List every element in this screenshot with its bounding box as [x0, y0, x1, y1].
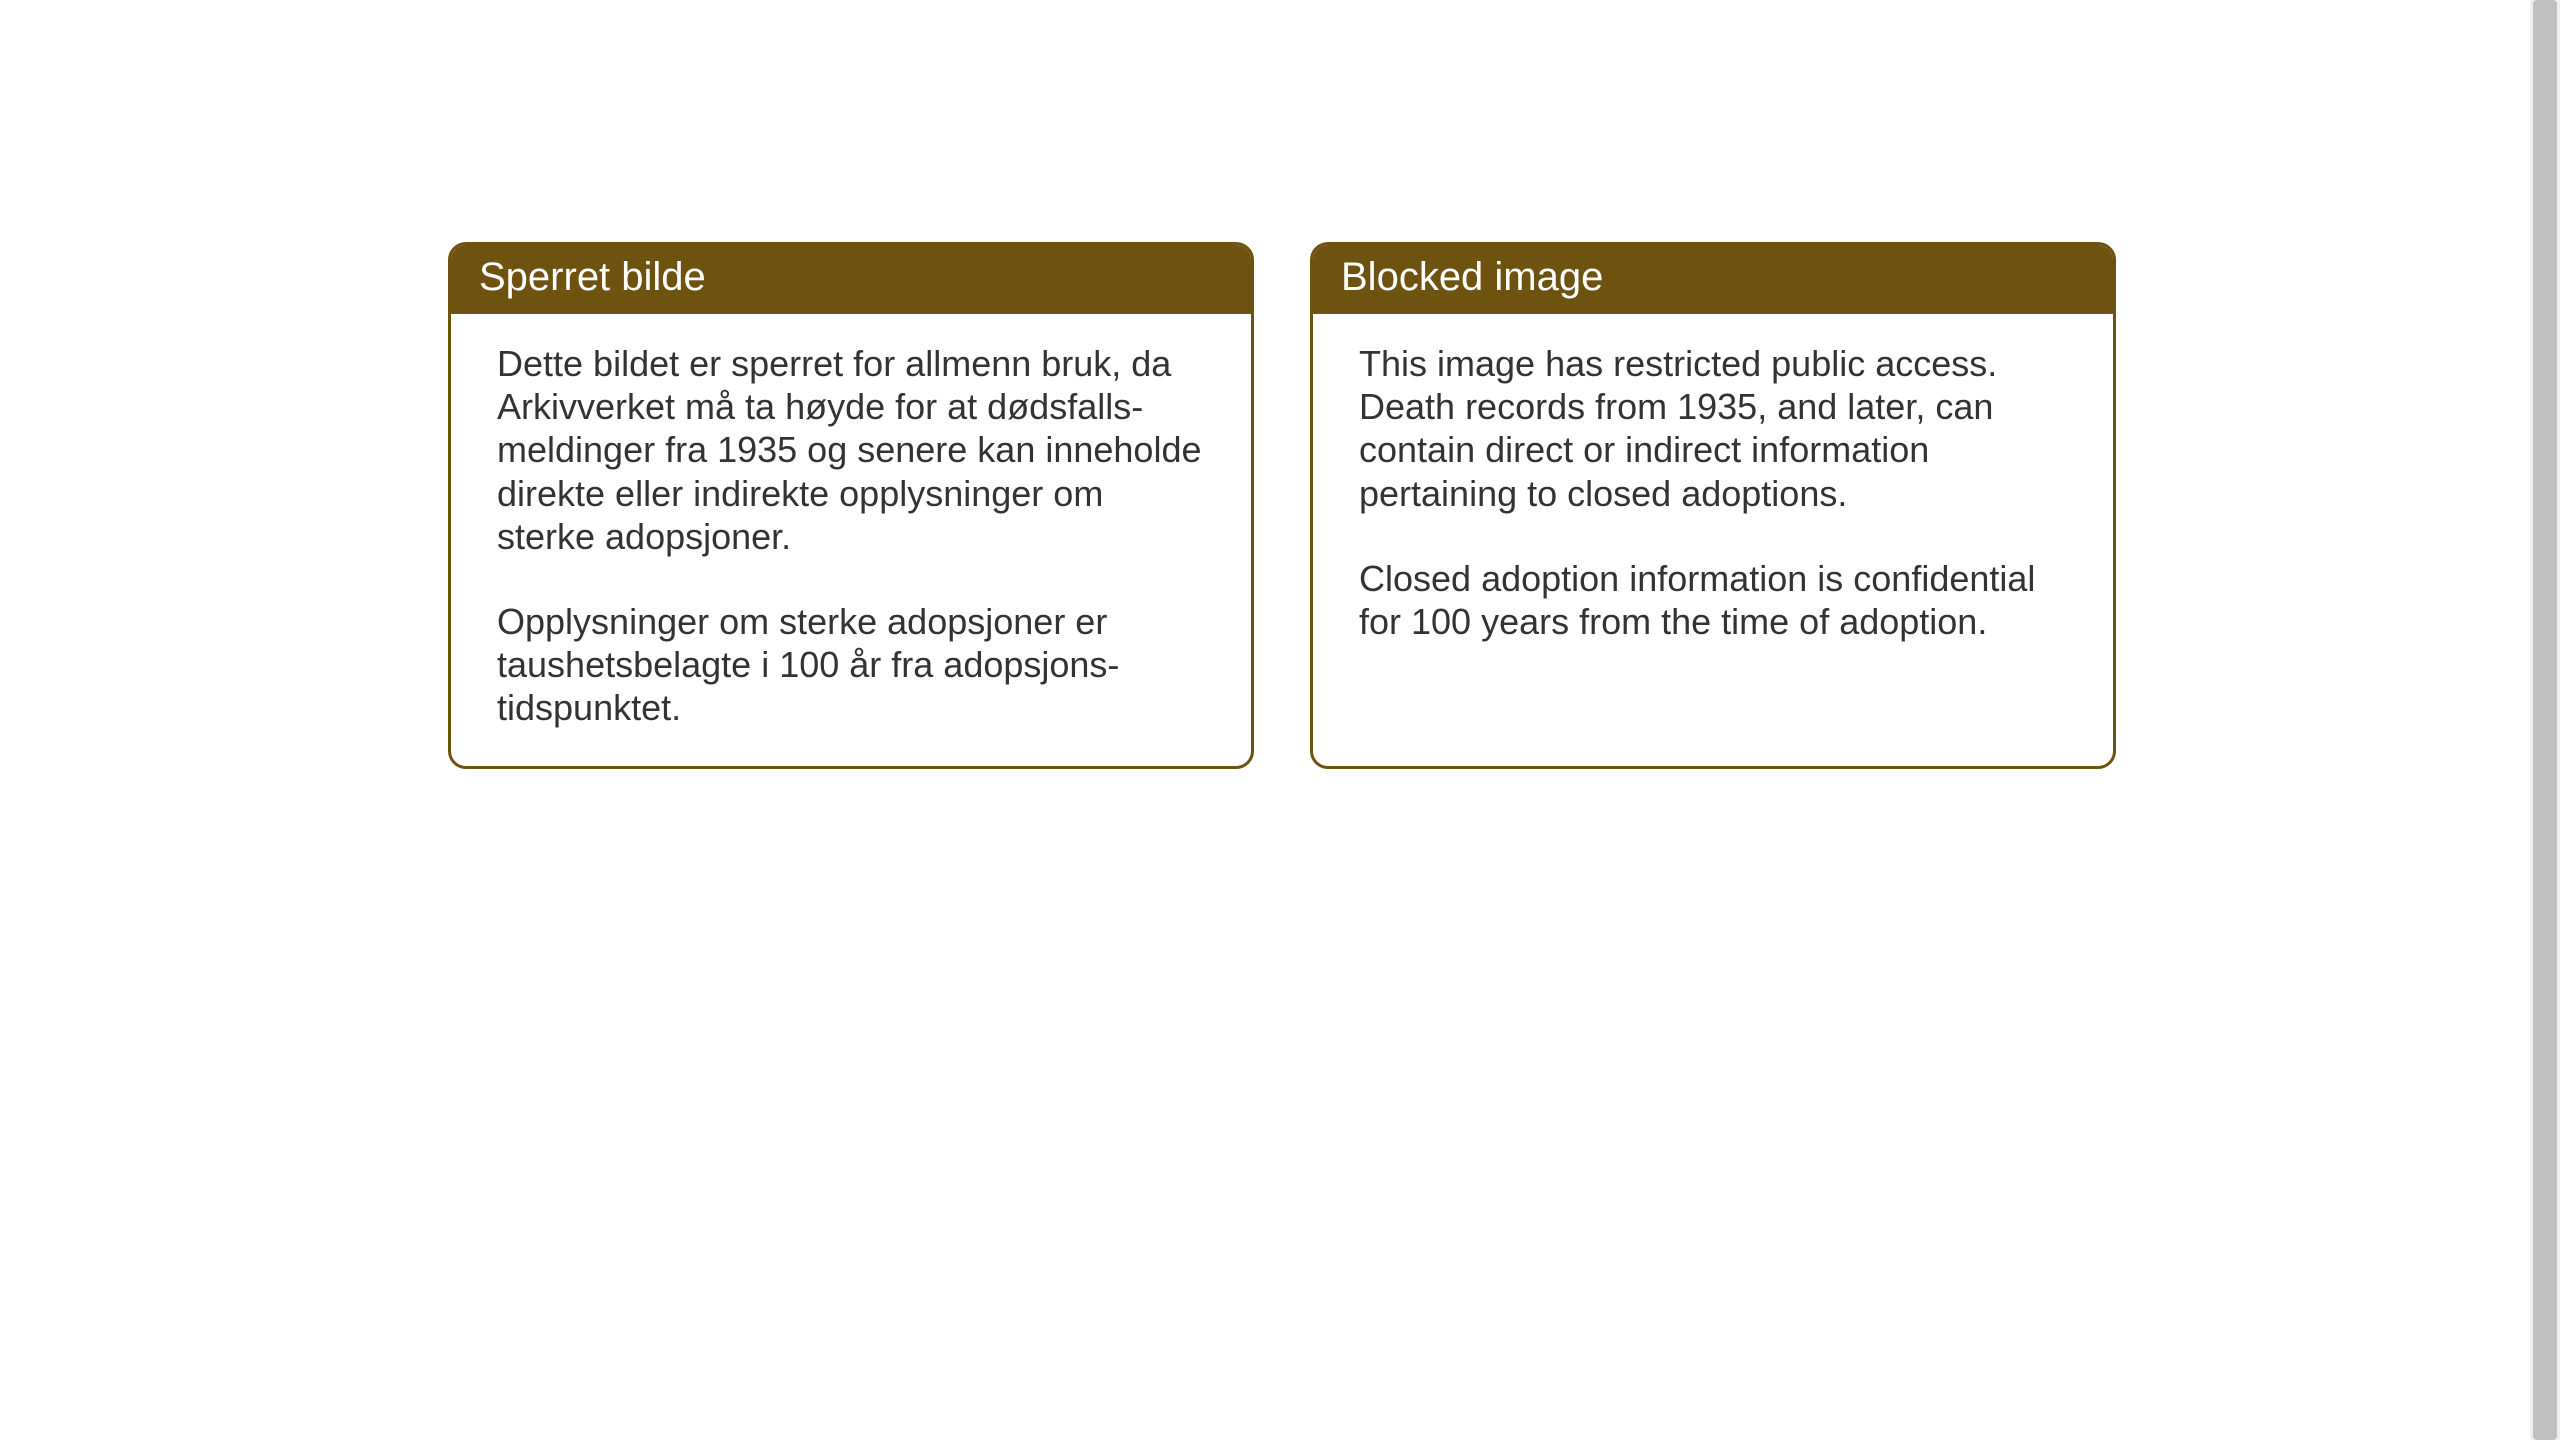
notice-body-norwegian: Dette bildet er sperret for allmenn bruk…	[451, 314, 1251, 766]
notice-card-norwegian: Sperret bilde Dette bildet er sperret fo…	[448, 242, 1254, 769]
vertical-scrollbar[interactable]	[2530, 0, 2560, 1440]
notice-paragraph: This image has restricted public access.…	[1359, 342, 2067, 515]
notice-paragraph: Dette bildet er sperret for allmenn bruk…	[497, 342, 1205, 558]
scrollbar-thumb[interactable]	[2533, 0, 2557, 1440]
notice-card-english: Blocked image This image has restricted …	[1310, 242, 2116, 769]
notice-paragraph: Opplysninger om sterke adopsjoner er tau…	[497, 600, 1205, 730]
notice-paragraph: Closed adoption information is confident…	[1359, 557, 2067, 643]
notice-title-english: Blocked image	[1341, 255, 1603, 299]
notices-container: Sperret bilde Dette bildet er sperret fo…	[448, 242, 2116, 769]
notice-header-english: Blocked image	[1313, 245, 2113, 314]
notice-header-norwegian: Sperret bilde	[451, 245, 1251, 314]
notice-title-norwegian: Sperret bilde	[479, 255, 706, 299]
notice-body-english: This image has restricted public access.…	[1313, 314, 2113, 679]
